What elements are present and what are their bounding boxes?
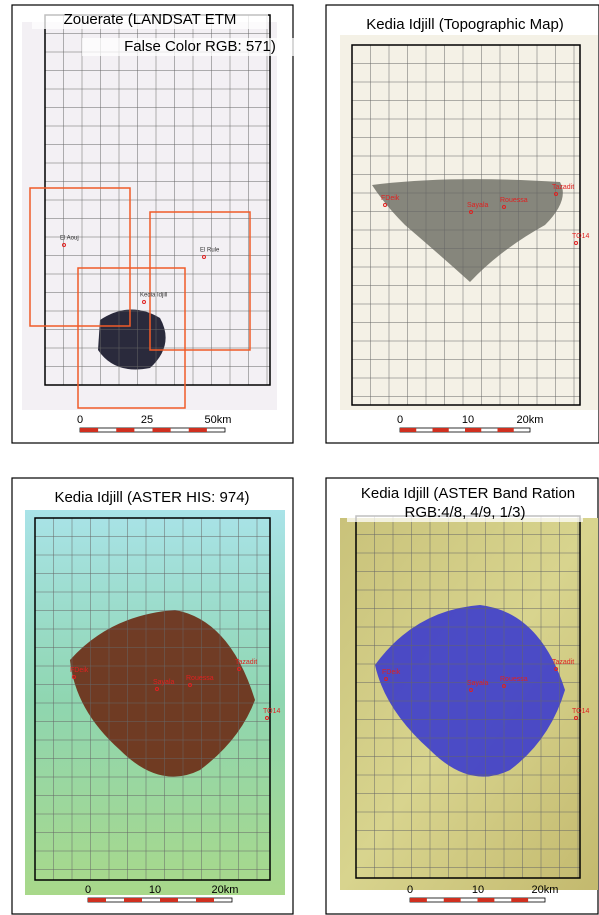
scale-segment	[511, 898, 528, 902]
scale-segment	[88, 898, 106, 902]
site-label: Kedia Idjill	[140, 293, 167, 299]
site-label: FDeik	[70, 667, 89, 674]
site-label: Sayala	[467, 680, 489, 687]
site-label: Rouessa	[500, 197, 528, 204]
scale-segment	[189, 428, 207, 432]
scale-label: 20km	[517, 414, 544, 426]
scale-segment	[116, 428, 134, 432]
panel-title: Kedia Idjill (Topographic Map)	[366, 16, 564, 33]
scale-label: 0	[85, 884, 91, 896]
scale-segment	[478, 898, 495, 902]
panel-title: RGB:4/8, 4/9, 1/3)	[405, 504, 526, 521]
site-label: FDeik	[381, 195, 400, 202]
site-label: Sayala	[467, 202, 489, 209]
site-label: Rouessa	[500, 676, 528, 683]
site-label: El Rule	[200, 248, 220, 254]
panel-title: Kedia Idjill (ASTER Band Ration	[361, 485, 575, 502]
map-feature	[98, 309, 166, 369]
figure: Zouerate (LANDSAT ETM False Color RGB: 57…	[0, 0, 599, 915]
page: {"panels": [ {"title": ["Zouerate (LANDS…	[0, 0, 599, 915]
scale-label: 50km	[205, 414, 232, 426]
site-label: Sayala	[153, 679, 175, 686]
scale-segment	[124, 898, 142, 902]
scale-label: 10	[472, 884, 484, 896]
site-label: Tazadit	[552, 184, 574, 191]
scale-segment	[400, 428, 416, 432]
site-label: FDeik	[382, 669, 401, 676]
scale-segment	[410, 898, 427, 902]
site-label: TO14	[263, 708, 280, 715]
site-label: TO14	[572, 708, 589, 715]
scale-label: 0	[397, 414, 403, 426]
scale-segment	[465, 428, 481, 432]
scale-segment	[433, 428, 449, 432]
panel-title: Kedia Idjill (ASTER HIS: 974)	[54, 489, 249, 506]
scale-label: 20km	[532, 884, 559, 896]
scale-label: 20km	[212, 884, 239, 896]
site-label: Rouessa	[186, 675, 214, 682]
panel-title: False Color RGB: 571)	[124, 38, 276, 55]
scale-segment	[80, 428, 98, 432]
scale-label: 0	[407, 884, 413, 896]
scale-segment	[444, 898, 461, 902]
scale-segment	[153, 428, 171, 432]
site-label: TO14	[572, 233, 589, 240]
site-label: Tazadit	[552, 659, 574, 666]
scale-label: 25	[141, 414, 153, 426]
scale-segment	[160, 898, 178, 902]
scale-segment	[196, 898, 214, 902]
site-label: Tazadit	[235, 659, 257, 666]
scale-label: 10	[462, 414, 474, 426]
scale-label: 10	[149, 884, 161, 896]
panel-title: Zouerate (LANDSAT ETM	[64, 11, 237, 28]
scale-segment	[498, 428, 514, 432]
scale-label: 0	[77, 414, 83, 426]
site-label: El Aouj	[60, 236, 79, 242]
